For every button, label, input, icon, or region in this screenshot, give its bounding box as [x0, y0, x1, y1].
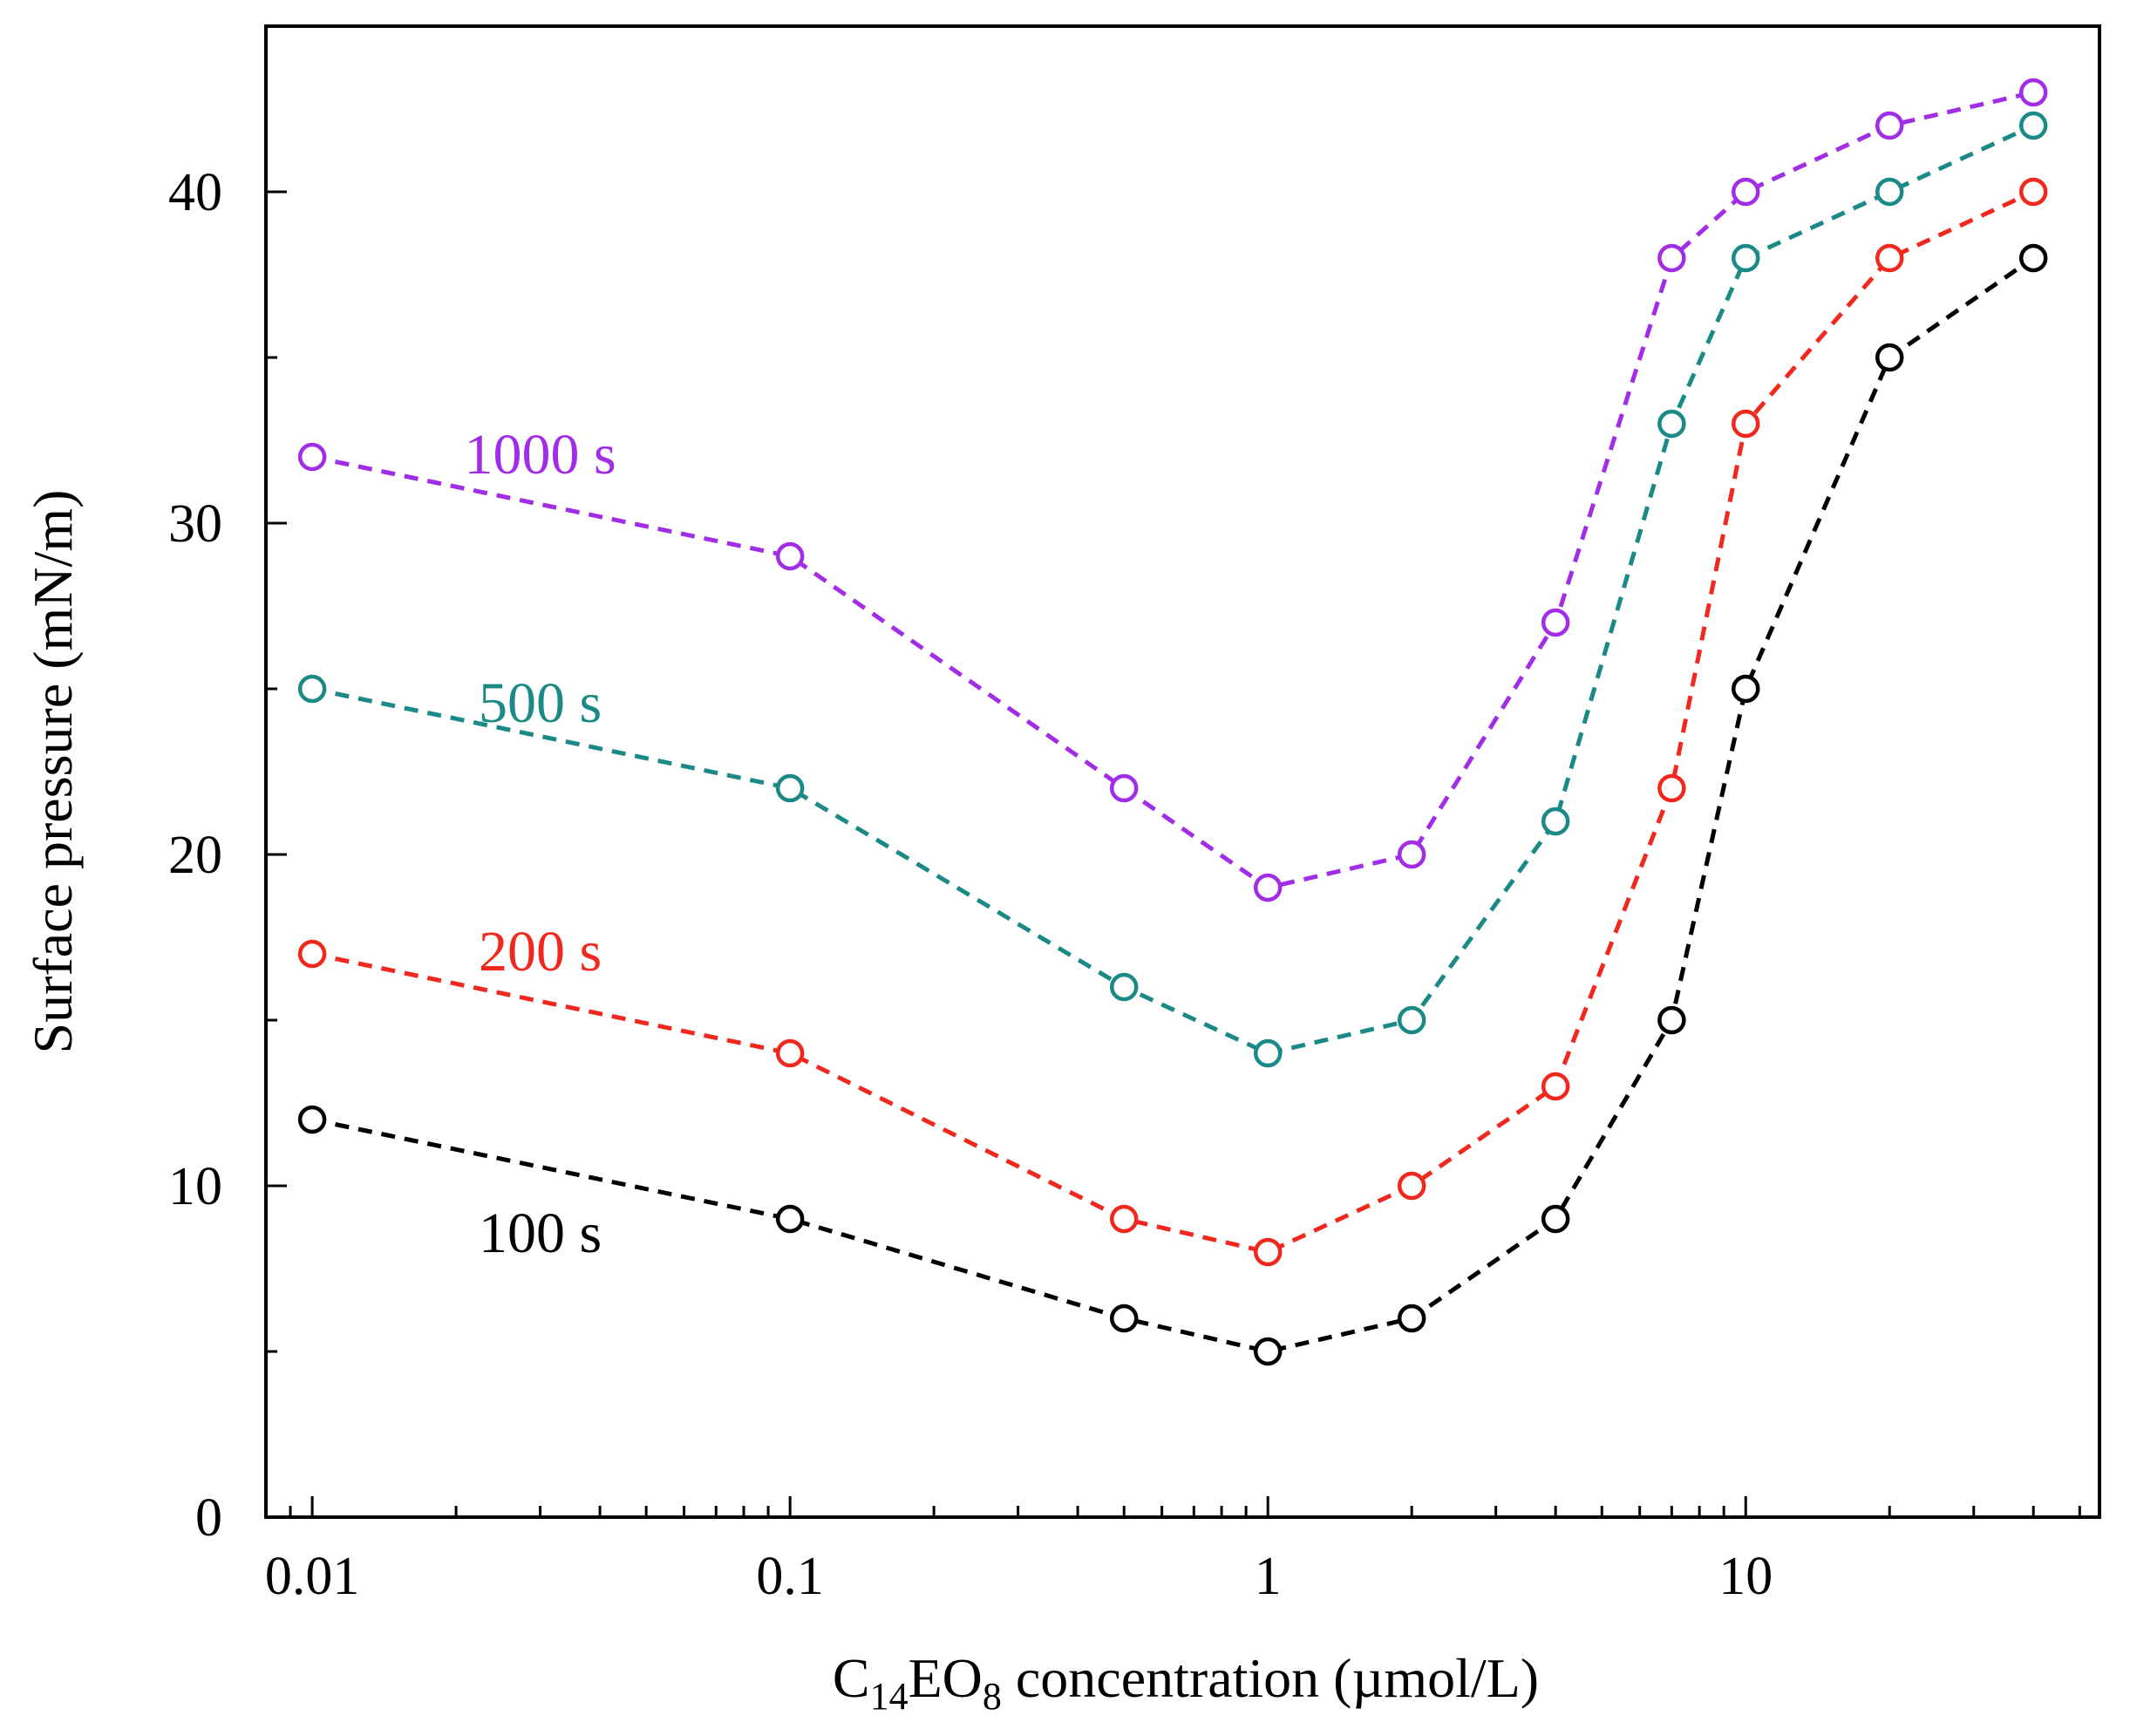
- data-point-500-s: [297, 674, 327, 704]
- x-axis-title-prefix: C: [833, 1647, 870, 1709]
- y-tick-label: 10: [168, 1157, 222, 1216]
- x-axis-title-suffix: concentration (µmol/L): [1002, 1647, 1539, 1709]
- series-lines: [311, 90, 2035, 1354]
- series-line-500-s: [311, 123, 2035, 1056]
- data-point-500-s: [1657, 409, 1686, 439]
- data-point-1000-s: [1657, 243, 1686, 273]
- x-tick-label: 0.01: [265, 1547, 360, 1606]
- data-point-100-s: [297, 1105, 327, 1134]
- data-point-200-s: [297, 939, 327, 969]
- data-point-100-s: [1875, 343, 1904, 372]
- plot-frame: [264, 24, 2101, 1519]
- data-point-100-s: [1731, 674, 1760, 704]
- data-point-1000-s: [1253, 873, 1283, 902]
- data-point-200-s: [1657, 773, 1686, 803]
- data-point-100-s: [1109, 1304, 1139, 1333]
- series-points: [297, 78, 2048, 1366]
- series-line-200-s: [311, 189, 2035, 1255]
- series-label-500-s: 500 s: [479, 671, 602, 735]
- x-tick-label: 10: [1718, 1547, 1773, 1606]
- data-point-500-s: [1875, 177, 1904, 207]
- axis-ticks: [264, 24, 2081, 1519]
- data-point-1000-s: [1875, 111, 1904, 140]
- data-point-500-s: [1109, 972, 1139, 1002]
- data-point-100-s: [1657, 1005, 1686, 1035]
- x-axis-title-mid: EO: [908, 1647, 983, 1709]
- data-point-500-s: [2018, 111, 2048, 140]
- data-point-500-s: [775, 773, 805, 803]
- data-point-1000-s: [1397, 840, 1426, 869]
- data-point-200-s: [775, 1038, 805, 1068]
- data-point-500-s: [1541, 807, 1570, 836]
- data-point-200-s: [1397, 1171, 1426, 1201]
- series-label-100-s: 100 s: [479, 1202, 602, 1265]
- data-point-100-s: [1253, 1337, 1283, 1366]
- x-tick-label: 0.1: [756, 1547, 824, 1606]
- y-tick-label: 20: [168, 826, 222, 885]
- series-label-1000-s: 1000 s: [465, 423, 616, 487]
- tick-labels: 0.01 0.1 1 10 0 10 20 30 40: [168, 163, 1773, 1606]
- data-point-500-s: [1253, 1038, 1283, 1068]
- data-point-1000-s: [297, 442, 327, 472]
- data-point-200-s: [1731, 409, 1760, 439]
- y-tick-label: 40: [168, 163, 222, 222]
- data-point-500-s: [1731, 243, 1760, 273]
- series-line-1000-s: [311, 90, 2034, 890]
- y-axis-title: Surface pressure (mN/m): [22, 490, 84, 1054]
- data-point-100-s: [1397, 1304, 1426, 1333]
- data-point-200-s: [1875, 243, 1904, 273]
- x-tick-label: 1: [1255, 1547, 1282, 1606]
- series-labels: 1000 s 500 s 200 s 100 s: [465, 423, 616, 1265]
- data-point-200-s: [1541, 1072, 1570, 1101]
- y-tick-label: 0: [195, 1488, 222, 1548]
- data-point-500-s: [1397, 1005, 1426, 1035]
- y-tick-label: 30: [168, 494, 222, 554]
- data-point-1000-s: [1541, 608, 1570, 637]
- series-label-200-s: 200 s: [479, 920, 602, 984]
- data-point-200-s: [2018, 177, 2048, 207]
- x-axis-title-sub2: 8: [983, 1675, 1002, 1718]
- series-line-100-s: [311, 255, 2035, 1354]
- data-point-100-s: [775, 1204, 805, 1234]
- data-point-1000-s: [1731, 177, 1760, 207]
- data-point-100-s: [1541, 1204, 1570, 1234]
- data-point-200-s: [1109, 1204, 1139, 1234]
- x-axis-title: C14EO8 concentration (µmol/L): [833, 1647, 1539, 1718]
- data-point-100-s: [2018, 243, 2048, 273]
- data-point-1000-s: [2018, 78, 2048, 107]
- data-point-1000-s: [1109, 773, 1139, 803]
- data-point-1000-s: [775, 541, 805, 571]
- x-axis-title-sub1: 14: [870, 1675, 908, 1718]
- data-point-200-s: [1253, 1237, 1283, 1267]
